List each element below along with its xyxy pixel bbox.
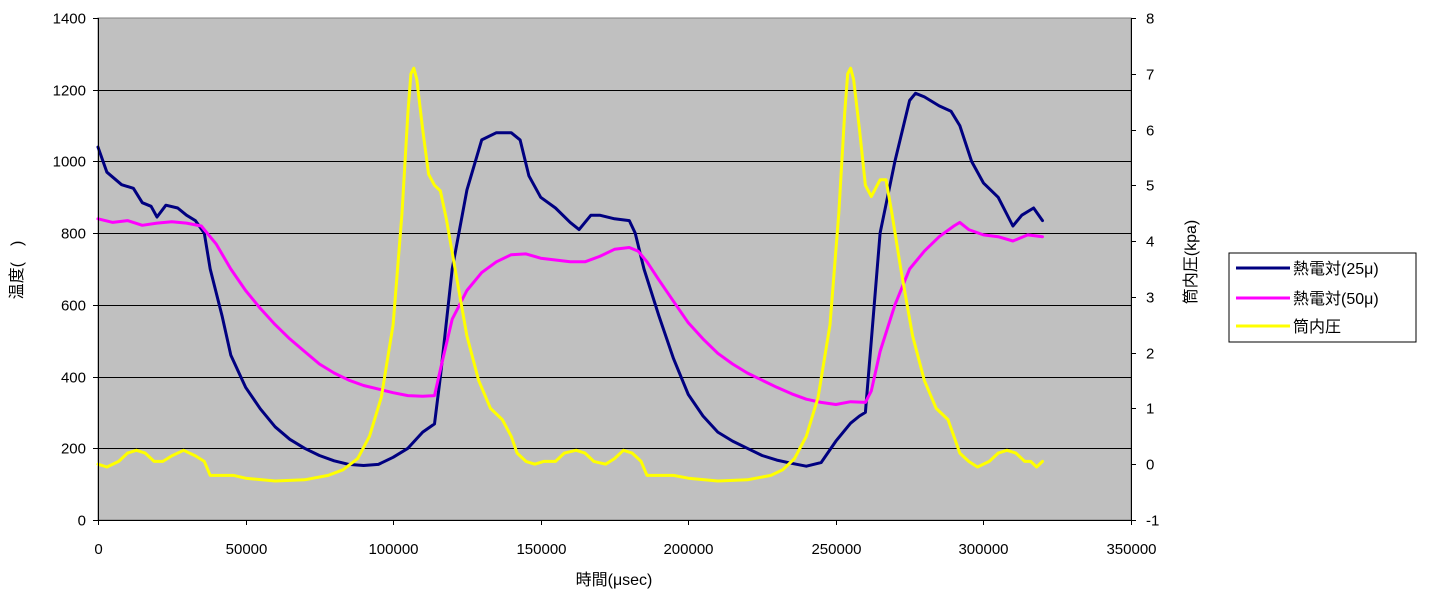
y-tick-label: 600 [61,298,86,315]
y-tick-label: 800 [61,226,86,243]
y2-tick-label: 2 [1146,346,1154,363]
y-tick-label: 400 [61,370,86,387]
y2-tick-label: -1 [1146,513,1159,530]
y2-tick-label: 6 [1146,123,1154,140]
x-tick-label: 200000 [663,541,713,558]
y2-tick-label: 3 [1146,290,1154,307]
tick-labels: 0 200 400 600 800 1000 1200 1400 -1 0 1 2 3 4 5 6 7 8 0 500… [53,11,1160,559]
y-tick-label: 1200 [53,83,86,100]
x-axis-title: 時間(μsec) [576,571,653,589]
legend-item: 熱電対(25μ) [1236,260,1379,278]
legend-label: 熱電対(50μ) [1293,290,1379,308]
legend-label: 熱電対(25μ) [1293,260,1379,278]
y-axis-title: 温度( ) [8,241,26,300]
series-lines [96,66,1044,483]
y2-tick-label: 0 [1146,457,1154,474]
legend-label: 筒内圧 [1293,318,1341,336]
y2-tick-label: 8 [1146,11,1154,28]
legend-item: 筒内圧 [1236,318,1341,336]
x-tick-label: 0 [94,541,102,558]
y2-tick-label: 1 [1146,401,1154,418]
x-tick-label: 150000 [516,541,566,558]
x-tick-label: 250000 [811,541,861,558]
x-tick-label: 300000 [958,541,1008,558]
x-tick-label: 100000 [368,541,418,558]
axes [93,18,1136,525]
series-line [96,91,1044,468]
y-tick-label: 200 [61,441,86,458]
y-tick-label: 1000 [53,154,86,171]
y-tick-label: 1400 [53,11,86,28]
y2-tick-label: 5 [1146,178,1154,195]
x-tick-label: 350000 [1106,541,1156,558]
y2-tick-label: 4 [1146,234,1154,251]
legend-item: 熱電対(50μ) [1236,290,1379,308]
y-tick-label: 0 [78,513,86,530]
series-line [96,217,1044,406]
legend: 熱電対(25μ) 熱電対(50μ) 筒内圧 [1228,252,1417,343]
x-tick-label: 50000 [226,541,268,558]
plot-area [97,17,1132,521]
y2-axis-title: 筒内圧(kpa) [1182,220,1200,304]
series-line [96,66,1044,483]
y2-tick-label: 7 [1146,67,1154,84]
